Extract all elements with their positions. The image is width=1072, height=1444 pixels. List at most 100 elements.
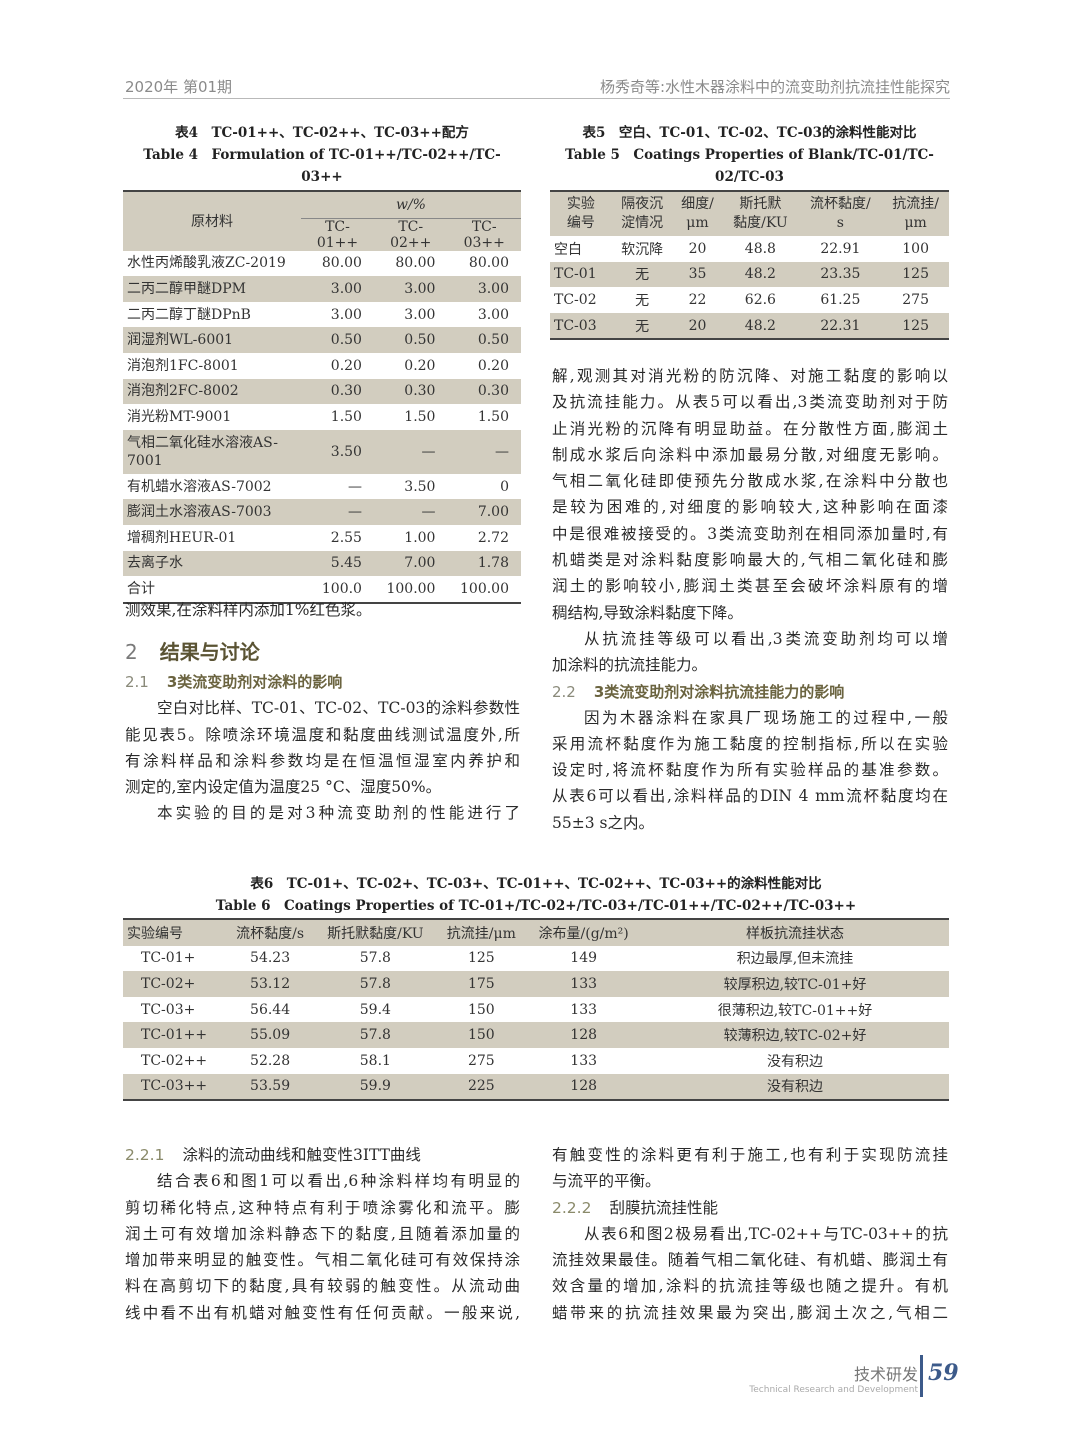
value-cell: 3.00 xyxy=(477,280,509,297)
table-row: 消泡剂2FC-8002 0.30 0.30 0.30 xyxy=(123,378,521,405)
text-line: 制成水浆后向涂料中添加最易分散,对细度无影响。 xyxy=(552,445,948,464)
table5-header-cell: 流杯黏度/s xyxy=(798,191,882,236)
value-cell: 0.20 xyxy=(330,357,362,374)
value-cell: 2.55 xyxy=(330,529,362,546)
value-cell: 0.30 xyxy=(404,383,436,400)
table-cell: TC-02++ xyxy=(141,1052,208,1069)
text-line: 设定时,将流杯黏度作为所有实验样品的基准参数。 xyxy=(552,761,948,780)
text-line: 从表6可以看出,涂料样品的DIN 4 mm流杯黏度均在 xyxy=(552,787,948,806)
text-line: 润土可有效增加涂料静态下的黏度,且随着添加量的 xyxy=(125,1224,520,1243)
text-line: 稠结构,导致涂料黏度下降。 xyxy=(552,603,743,622)
table-cell: 133 xyxy=(570,1052,598,1069)
value-cell: 80.00 xyxy=(395,255,436,272)
table-cell: 125 xyxy=(902,266,929,283)
paragraph: 结合表6和图1可以看出,6种涂料样均有明显的 剪切稀化特点,这种特点有利于喷涂雾化… xyxy=(125,1168,520,1326)
table-cell: 空白 xyxy=(554,241,582,258)
table-cell: TC-01+ xyxy=(141,950,196,967)
material-cell: 有机蜡水溶液AS-7002 xyxy=(127,478,272,495)
text-line: 气相二氧化硅即使预先分散成水浆,在涂料中分散也 xyxy=(552,472,948,491)
header-divider xyxy=(123,98,950,99)
text-line: 55±3 s之内。 xyxy=(552,813,654,832)
material-cell: 消泡剂1FC-8001 xyxy=(127,357,239,374)
value-cell: — xyxy=(347,504,362,521)
table-row: TC-03 无 20 48.2 22.31 125 xyxy=(550,312,949,340)
table-cell: 22.91 xyxy=(820,240,861,257)
section-title: 3类流变助剂对涂料的影响 xyxy=(166,673,343,692)
value-cell: 0.50 xyxy=(330,332,362,349)
table-cell: 175 xyxy=(467,975,495,992)
page-number: 59 xyxy=(928,1360,959,1386)
table-row: 膨润土水溶液AS-7003 — — 7.00 xyxy=(123,499,521,525)
section-number: 2.1 xyxy=(125,673,149,692)
table-cell: 20 xyxy=(688,240,707,257)
table-cell: 20 xyxy=(688,317,707,334)
table4-header-col: TC-01++ xyxy=(316,218,359,251)
table-row: TC-03++ 53.59 59.9 225 128 没有积边 xyxy=(123,1073,949,1101)
table-cell: TC-01++ xyxy=(141,1027,208,1044)
text-line: 机蜡类是对涂料黏度影响最大的,气相二氧化硅和膨 xyxy=(552,551,948,570)
table-cell: 无 xyxy=(635,318,650,335)
value-cell: 3.50 xyxy=(330,443,362,460)
table-cell: 57.8 xyxy=(359,950,391,967)
table4-block: 表4 TC-01++、TC-02++、TC-03++配方 Table 4 For… xyxy=(123,122,521,604)
value-cell: 0.20 xyxy=(477,357,509,374)
table-cell: 58.1 xyxy=(359,1052,391,1069)
table4: 原材料 w/% TC-01++ TC-02++ TC-03++ 水性丙烯酸乳液Z… xyxy=(123,190,521,604)
table-cell: TC-03 xyxy=(554,317,597,334)
table-row: 消光粉MT-9001 1.50 1.50 1.50 xyxy=(123,404,521,430)
value-cell: 100.0 xyxy=(321,580,362,597)
header-text: 黏度/KU xyxy=(733,215,788,231)
header-text: 斯托默 xyxy=(739,196,782,212)
paragraph: 本实验的目的是对3种流变助剂的性能进行了 xyxy=(125,800,520,826)
table-cell: 23.35 xyxy=(820,266,861,283)
table5: 实验 编号 隔夜沉 淀情况 细度/μm 斯托默 黏度/KU 流杯黏度/s 抗流挂/μm 空白 软沉… xyxy=(550,190,949,340)
value-cell: 0.50 xyxy=(404,332,436,349)
text-line: 润土的影响较小,膨润土类甚至会破坏涂料原有的增 xyxy=(552,577,948,596)
text-line: 测定的,室内设定值为温度25 °C、湿度50%。 xyxy=(125,778,442,797)
table-row: 增稠剂HEUR-01 2.55 1.00 2.72 xyxy=(123,525,521,551)
table5-header-cell: 细度/μm xyxy=(673,191,723,236)
value-cell: 3.00 xyxy=(330,280,362,297)
material-cell: 消光粉MT-9001 xyxy=(127,408,232,425)
table-cell: 125 xyxy=(467,950,495,967)
table-cell: 275 xyxy=(902,291,929,308)
footer-section-en: Technical Research and Development xyxy=(749,1385,918,1395)
table-cell: 没有积边 xyxy=(767,1053,823,1070)
value-cell: 0.20 xyxy=(404,357,436,374)
text-line: 测效果,在涂料样内添加1%红色浆。 xyxy=(125,601,372,619)
table5-header-cell: 隔夜沉 淀情况 xyxy=(612,191,673,236)
section-number: 2.2.2 xyxy=(552,1198,592,1217)
table-cell: 275 xyxy=(467,1052,495,1069)
table4-header-col: TC-02++ xyxy=(390,218,432,251)
left-column-bottom: 2.2.1 涂料的流动曲线和触变性3ITT曲线 结合表6和图1可以看出,6种涂料样… xyxy=(125,1142,520,1326)
value-cell: 3.50 xyxy=(404,478,436,495)
left-column-top: 测效果,在涂料样内添加1%红色浆。 2 结果与讨论 2.1 3类流变助剂对涂料的影响… xyxy=(125,597,520,827)
table5-caption-cn: 表5 空白、TC-01、TC-02、TC-03的涂料性能对比 xyxy=(582,125,917,141)
table-cell: 62.6 xyxy=(744,291,776,308)
paragraph: 从表6和图2极易看出,TC-02++与TC-03++的抗 流挂效果最佳。随着气相二… xyxy=(552,1221,948,1326)
value-cell: 0.30 xyxy=(330,383,362,400)
table-cell: 150 xyxy=(467,1027,495,1044)
table-cell: 150 xyxy=(467,1001,495,1018)
table-cell: 软沉降 xyxy=(621,241,664,258)
table-cell: 133 xyxy=(570,975,598,992)
material-cell: 合计 xyxy=(127,580,155,597)
table6-caption-cn: 表6 TC-01+、TC-02+、TC-03+、TC-01++、TC-02++、… xyxy=(250,876,822,892)
paragraph: 有触变性的涂料更有利于施工,也有利于实现防流挂 与流平的平衡。 xyxy=(552,1142,948,1195)
section-heading-2: 2 结果与讨论 xyxy=(125,635,520,669)
right-column-top: 解,观测其对消光粉的防沉降、对施工黏度的影响以 及抗流挂能力。从表5可以看出,3类… xyxy=(552,363,948,836)
table-cell: 100 xyxy=(902,240,929,257)
value-cell: 3.00 xyxy=(404,280,436,297)
section-heading-2-2-2: 2.2.2 刮膜抗流挂性能 xyxy=(552,1195,948,1221)
value-cell: 2.72 xyxy=(477,529,509,546)
header-text: 编号 xyxy=(566,215,595,231)
text-line: 从表6和图2极易看出,TC-02++与TC-03++的抗 xyxy=(584,1224,948,1243)
table6: 实验编号 流杯黏度/s 斯托默黏度/KU 抗流挂/μm 涂布量/(g/m²) 样板抗流挂状… xyxy=(123,918,949,1101)
text-line: 剪切稀化特点,这种特点有利于喷涂雾化和流平。膨 xyxy=(125,1198,520,1217)
material-cell: 消泡剂2FC-8002 xyxy=(127,383,239,400)
table-row: TC-03+ 56.44 59.4 150 133 很薄积边,较TC-01++好 xyxy=(123,997,949,1023)
value-cell: 100.00 xyxy=(460,580,509,597)
value-cell: — xyxy=(495,443,509,460)
table-row: 二丙二醇丁醚DPnB 3.00 3.00 3.00 xyxy=(123,302,521,328)
section-title: 结果与讨论 xyxy=(159,640,260,665)
